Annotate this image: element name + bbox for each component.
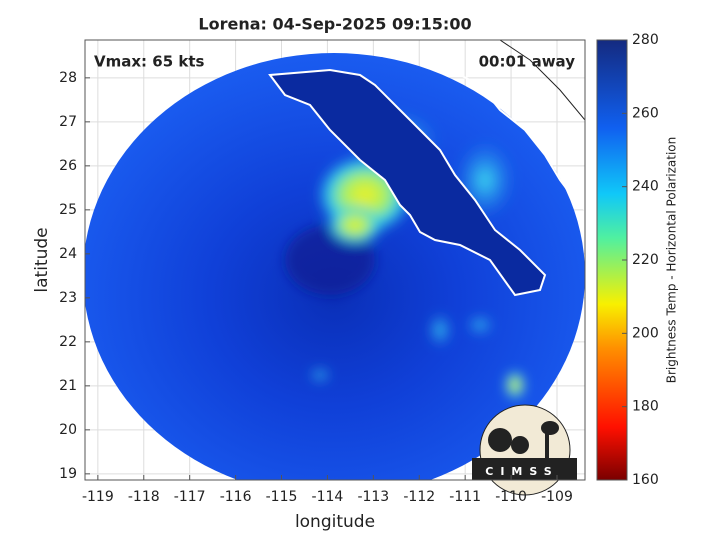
annotation: Vmax: 65 kts xyxy=(94,53,204,71)
annotation: 00:01 away xyxy=(479,53,576,71)
y-tick-label: 23 xyxy=(59,290,77,306)
y-tick-label: 20 xyxy=(59,422,77,438)
x-tick-label: -111 xyxy=(449,489,481,505)
y-tick-label: 27 xyxy=(59,114,77,130)
y-tick-label: 21 xyxy=(59,378,77,394)
colorbar-tick-label: 220 xyxy=(632,252,659,268)
x-tick-label: -112 xyxy=(403,489,435,505)
x-tick-label: -115 xyxy=(266,489,298,505)
colorbar-tick-label: 180 xyxy=(632,399,659,415)
x-tick-label: -116 xyxy=(220,489,252,505)
x-tick-label: -109 xyxy=(541,489,573,505)
logo: CIMSS xyxy=(472,404,577,496)
x-tick-label: -119 xyxy=(82,489,114,505)
y-tick-label: 24 xyxy=(59,246,77,262)
x-tick-label: -118 xyxy=(128,489,160,505)
plot-frame xyxy=(84,39,586,481)
x-tick-label: -114 xyxy=(312,489,344,505)
colorbar-label: Brightness Temp - Horizontal Polarizatio… xyxy=(665,137,679,384)
x-axis-label: longitude xyxy=(295,512,375,532)
y-tick-label: 25 xyxy=(59,202,77,218)
y-axis-label: latitude xyxy=(32,227,52,292)
x-tick-label: -113 xyxy=(357,489,389,505)
colorbar-tick-label: 280 xyxy=(632,32,659,48)
x-tick-label: -110 xyxy=(495,489,527,505)
satellite-image xyxy=(85,40,585,480)
y-tick-label: 22 xyxy=(59,334,77,350)
colorbar-tick-label: 260 xyxy=(632,105,659,121)
colorbar-tick-label: 160 xyxy=(632,472,659,488)
colorbar-tick-label: 240 xyxy=(632,179,659,195)
logo-text: CIMSS xyxy=(485,465,558,478)
y-tick-label: 26 xyxy=(59,158,77,174)
y-tick-label: 19 xyxy=(59,466,77,482)
chart-title: Lorena: 04-Sep-2025 09:15:00 xyxy=(198,15,471,34)
y-tick-label: 28 xyxy=(59,70,77,86)
x-tick-label: -117 xyxy=(174,489,206,505)
colorbar-tick-label: 200 xyxy=(632,325,659,341)
